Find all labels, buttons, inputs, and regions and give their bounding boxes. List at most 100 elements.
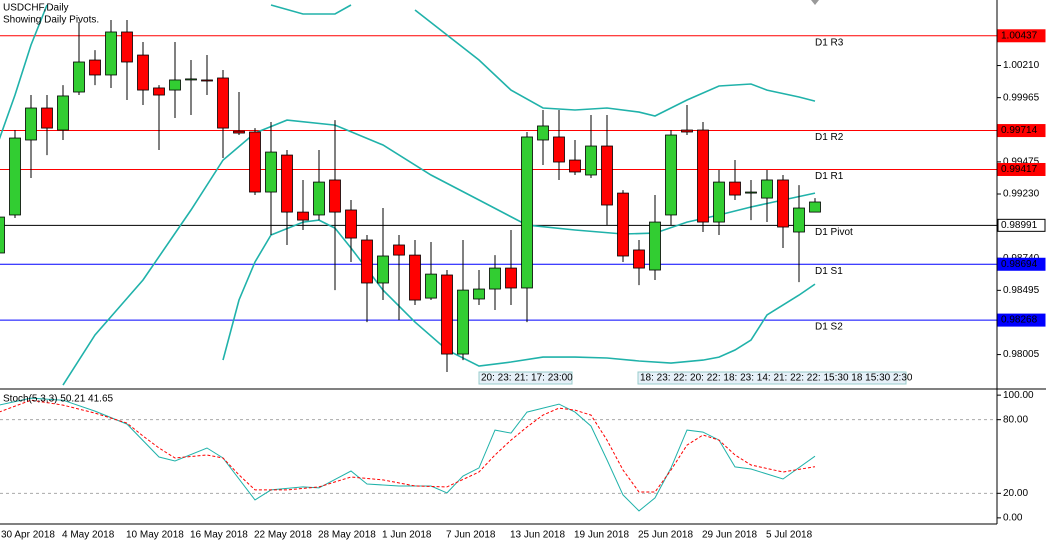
chart-shift-marker — [811, 0, 819, 5]
main-plot: D1 R3 D1 R2 D1 R1 D1 Pivot D1 S1 D1 S2 — [0, 4, 997, 386]
pivot-price-label: 0.98268 — [1001, 315, 1038, 326]
candle-body — [793, 207, 805, 233]
x-tick-label: 4 May 2018 — [62, 530, 115, 541]
pivot-label: D1 Pivot — [815, 227, 853, 238]
time-strip-label: 18: 23: 22: 20: 22: 18: 23: 14: 21: 22: … — [640, 373, 913, 384]
candle-body — [729, 181, 741, 196]
candle-body — [217, 77, 229, 129]
candle-body — [297, 211, 309, 221]
candle-body — [809, 201, 821, 213]
candle-body — [25, 107, 37, 141]
candle-body — [361, 239, 373, 284]
y-tick-label: 0.98495 — [1003, 285, 1040, 296]
candle-body — [585, 145, 597, 176]
candle-body — [105, 31, 117, 76]
candle-body — [713, 181, 725, 223]
pivot-label: D1 R1 — [815, 171, 844, 182]
candle-body — [345, 209, 357, 239]
candle-body — [41, 107, 53, 129]
pivot-price-label: 0.98694 — [1001, 259, 1038, 270]
candle-body — [617, 192, 629, 257]
candle-body — [137, 54, 149, 91]
x-tick-label: 29 Jun 2018 — [702, 530, 757, 541]
candle-body — [697, 129, 709, 223]
pivot-price-label: 0.99714 — [1001, 125, 1038, 136]
candle-body — [553, 136, 565, 163]
candle-body — [681, 129, 693, 133]
pivot-price-box — [997, 124, 1046, 138]
time-strip — [637, 371, 907, 385]
pivot-price-box — [997, 218, 1046, 232]
stochastic-line — [0, 399, 816, 493]
candle-body — [393, 244, 405, 256]
pivot-label: D1 S2 — [815, 322, 843, 333]
candle-body — [89, 59, 101, 76]
candle-body — [441, 274, 453, 355]
pivot-label: D1 S1 — [815, 266, 843, 277]
x-tick-label: 13 Jun 2018 — [510, 530, 565, 541]
y-tick-label: 100.00 — [1003, 390, 1034, 401]
x-tick-label: 19 Jun 2018 — [574, 530, 629, 541]
candle-body — [185, 78, 197, 81]
candle-body — [777, 179, 789, 228]
pivot-label: D1 R3 — [815, 37, 844, 48]
y-tick-label: 20.00 — [1003, 488, 1028, 499]
candle-body — [265, 151, 277, 193]
candle-body — [409, 254, 421, 301]
candle-body — [153, 87, 165, 96]
y-tick-label: 80.00 — [1003, 414, 1028, 425]
pivot-price-label: 1.00437 — [1001, 30, 1038, 41]
candle-body — [457, 289, 469, 355]
pivot-price-box — [997, 313, 1046, 327]
x-tick-label: 7 Jun 2018 — [446, 530, 496, 541]
candle-body — [505, 267, 517, 289]
candle-body — [665, 134, 677, 216]
candle-body — [489, 267, 501, 290]
candle-body — [201, 79, 213, 82]
candle-body — [761, 179, 773, 199]
candle-body — [601, 145, 613, 206]
x-tick-label: 22 May 2018 — [254, 530, 312, 541]
pivot-price-label: 0.98991 — [1001, 220, 1038, 231]
x-tick-label: 25 Jun 2018 — [638, 530, 693, 541]
stochastic-line — [0, 397, 816, 512]
candle-body — [649, 221, 661, 271]
candle-body — [73, 61, 85, 93]
x-tick-label: 28 May 2018 — [318, 530, 376, 541]
y-tick-label: 1.00210 — [1003, 60, 1040, 71]
chart-title: USDCHF,Daily — [3, 3, 69, 14]
candle-body — [0, 216, 5, 254]
y-tick-label: 0.00 — [1003, 513, 1023, 524]
y-tick-label: 0.99475 — [1003, 157, 1040, 168]
axes: 1.002100.999650.994750.992300.987400.984… — [1, 29, 1046, 541]
pivot-price-box — [997, 29, 1046, 43]
candle-body — [329, 179, 341, 213]
time-strip-label: 20: 23: 21: 17: 23:00 — [481, 373, 573, 384]
pivot-price-box — [997, 257, 1046, 271]
candle-body — [169, 79, 181, 91]
indicator-title: Stoch(5,3,3) 50.21 41.65 — [3, 394, 114, 405]
y-tick-label: 0.99965 — [1003, 92, 1040, 103]
pivot-price-box — [997, 162, 1046, 176]
candle-body — [9, 137, 21, 216]
x-tick-label: 10 May 2018 — [126, 530, 184, 541]
candle-body — [233, 130, 245, 134]
time-strip — [478, 371, 573, 385]
candle-body — [313, 181, 325, 216]
candle-body — [249, 131, 261, 193]
candle-body — [281, 154, 293, 213]
candle-body — [633, 249, 645, 269]
x-tick-label: 5 Jul 2018 — [766, 530, 813, 541]
pivot-label: D1 R2 — [815, 132, 844, 143]
stoch-plot — [0, 397, 997, 512]
pivot-price-label: 0.99417 — [1001, 164, 1038, 175]
candle-body — [473, 288, 485, 300]
candle-body — [377, 255, 389, 284]
x-tick-label: 16 May 2018 — [190, 530, 248, 541]
chart-subtitle: Showing Daily Pivots. — [3, 15, 99, 26]
bollinger-band — [0, 4, 816, 140]
candle-body — [425, 273, 437, 299]
candle-body — [57, 95, 69, 131]
